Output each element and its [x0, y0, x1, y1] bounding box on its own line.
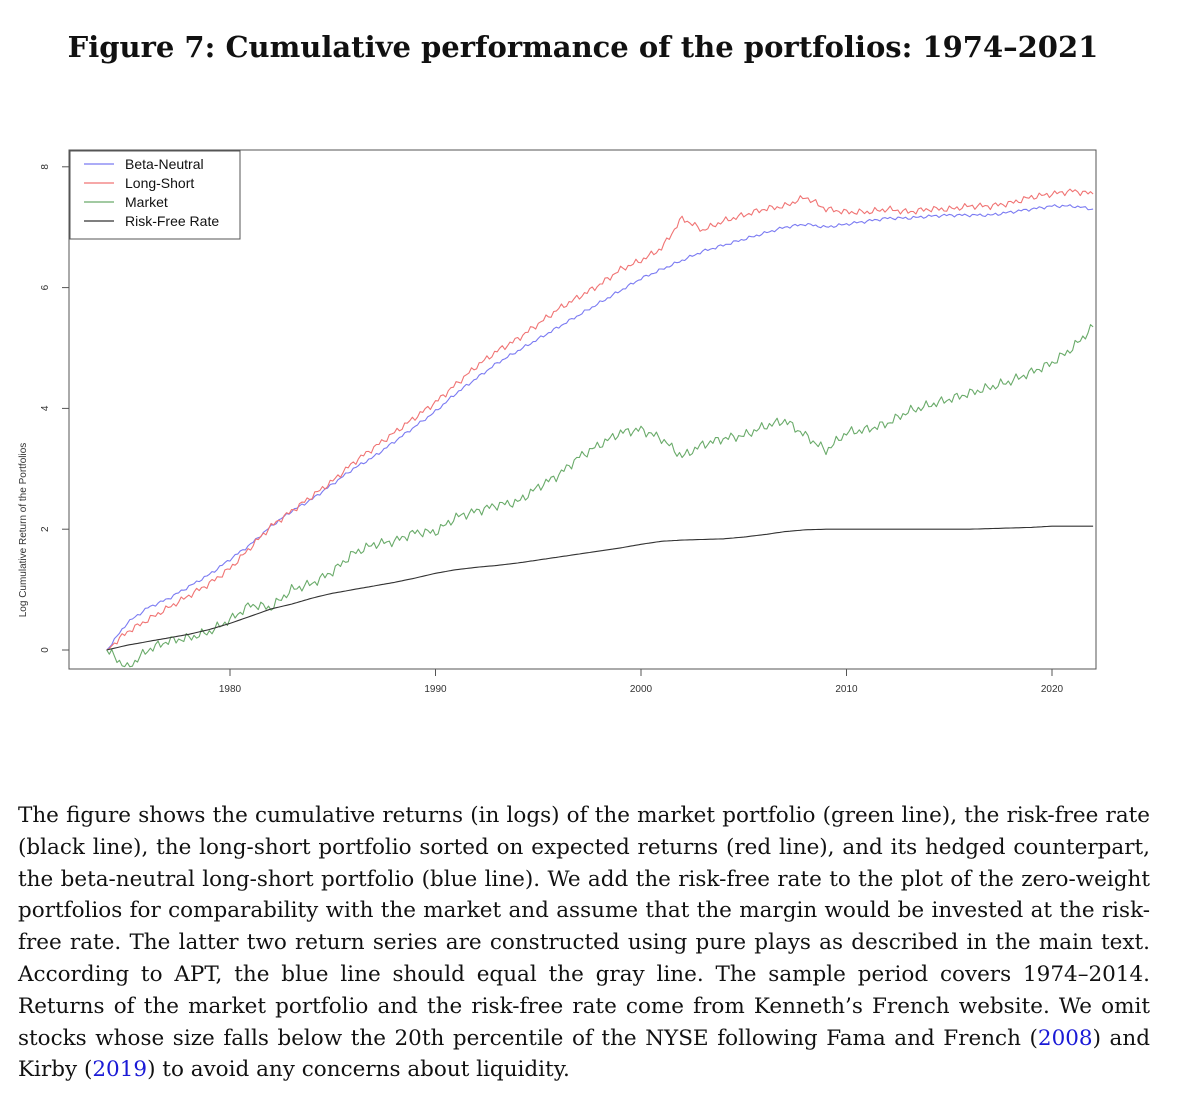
y-tick-label-2: 2 — [40, 526, 51, 532]
y-tick-label-4: 4 — [40, 405, 51, 411]
x-tick-label-1980: 1980 — [219, 684, 242, 695]
legend-label-risk-free-rate: Risk-Free Rate — [125, 213, 219, 229]
y-axis-label: Log Cumulative Return of the Portfolios — [18, 443, 29, 618]
caption-text-1: The figure shows the cumulative returns … — [18, 803, 1150, 1051]
figure-title-text: Cumulative performance of the portfolios… — [225, 30, 1099, 64]
legend-label-long-short: Long-Short — [125, 175, 194, 191]
figure-caption: The figure shows the cumulative returns … — [18, 800, 1150, 1086]
cumulative-performance-chart: 1980 1990 2000 2010 2020 0 2 4 6 8 Beta-Neutral Lo… — [18, 149, 1097, 695]
series-line-market — [106, 324, 1094, 668]
legend-box — [69, 150, 241, 240]
series-line-long-short — [106, 188, 1094, 651]
legend-label-market: Market — [125, 194, 168, 210]
x-tick-label-2010: 2010 — [835, 684, 858, 695]
citation-link-kirby[interactable]: 2019 — [92, 1057, 148, 1083]
x-tick-label-2020: 2020 — [1041, 684, 1064, 695]
series-line-risk-free-rate — [106, 525, 1094, 651]
figure-label: Figure 7: — [67, 30, 216, 64]
y-tick-label-0: 0 — [40, 647, 51, 653]
axes: 1980 1990 2000 2010 2020 0 2 4 6 8 — [40, 164, 1064, 695]
legend-label-beta-neutral: Beta-Neutral — [125, 156, 204, 172]
figure-title: Figure 7: Cumulative performance of the … — [0, 30, 1166, 64]
series-line-beta-neutral — [106, 204, 1094, 651]
y-tick-label-6: 6 — [40, 284, 51, 290]
citation-link-fama-french[interactable]: 2008 — [1037, 1025, 1093, 1051]
caption-text-2: ) and Kirby ( — [18, 1025, 1150, 1083]
caption-text-3: ) to avoid any concerns about liquidity. — [147, 1057, 570, 1083]
legend: Beta-Neutral Long-Short Market Risk-Free Ra… — [69, 150, 241, 240]
y-tick-label-8: 8 — [40, 164, 51, 170]
series-lines — [106, 188, 1094, 668]
plot-frame — [68, 149, 1097, 670]
x-tick-label-2000: 2000 — [630, 684, 653, 695]
x-tick-label-1990: 1990 — [424, 684, 447, 695]
